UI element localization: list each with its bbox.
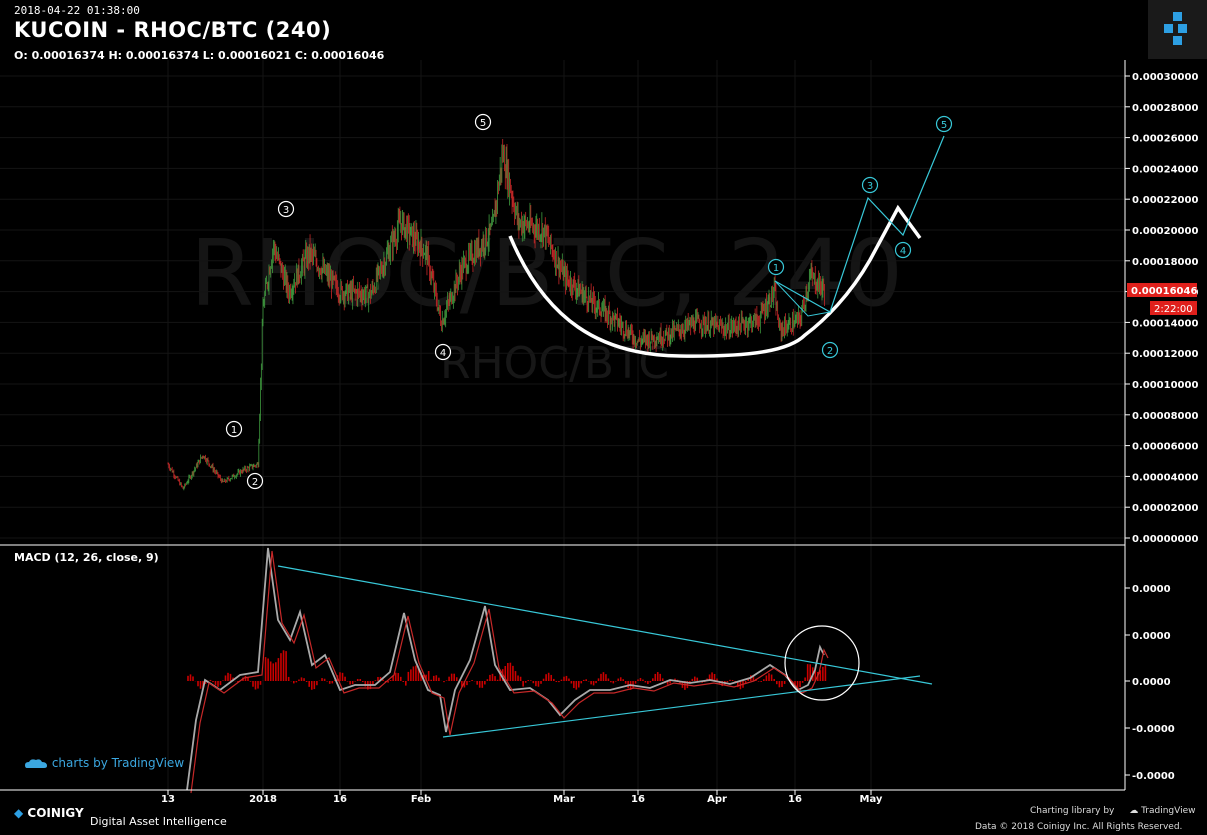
watermark-small: RHOC/BTC — [440, 338, 669, 389]
price-tick-label: 0.00004000 — [1132, 472, 1198, 483]
last-price-value: 0.00016046 — [1131, 286, 1197, 297]
time-tick-label: Apr — [707, 794, 727, 805]
white-wave-label: 4 — [440, 348, 446, 359]
tradingview-text: charts by TradingView — [51, 756, 185, 770]
price-tick-label: 0.00020000 — [1132, 226, 1198, 237]
charting-credit-text: Charting library by — [1030, 806, 1115, 816]
white-wave-label: 5 — [480, 118, 486, 129]
cyan-wave-labels: 1 2 3 4 5 — [767, 115, 953, 359]
time-tick-label: Feb — [411, 794, 431, 805]
time-axis: 13 2018 16 Feb Mar 16 Apr 16 May — [161, 790, 883, 805]
cyan-wave-label-circle — [821, 341, 839, 359]
price-tick-label: 0.00018000 — [1132, 257, 1198, 268]
price-tick-label: 0.00030000 — [1132, 72, 1198, 83]
coinigy-logo[interactable] — [1148, 0, 1207, 59]
copyright-notice: Data © 2018 Coinigy Inc. All Rights Rese… — [975, 822, 1183, 832]
cyan-wave-label: 2 — [827, 346, 833, 357]
price-tick-label: 0.00024000 — [1132, 164, 1198, 175]
price-tick-label: 0.00010000 — [1132, 380, 1198, 391]
time-tick-label: 13 — [161, 794, 175, 805]
white-wave-labels: 1 2 3 4 5 — [225, 113, 492, 490]
macd-panel — [186, 547, 829, 794]
countdown-tag — [1150, 301, 1197, 315]
macd-tick-label: 0.0000 — [1132, 677, 1171, 688]
cup-curve-drawing — [508, 204, 922, 358]
price-tick-label: 0.00008000 — [1132, 411, 1198, 422]
charting-cloud-icon: ☁ — [1129, 806, 1139, 816]
price-axis: 0.00030000 0.00028000 0.00026000 0.00024000… — [1125, 72, 1198, 545]
tradingview-attribution[interactable]: charts by TradingView — [24, 756, 184, 770]
macd-indicator-label[interactable]: MACD (12, 26, close, 9) — [14, 551, 159, 564]
price-tick-label: 0.00014000 — [1132, 318, 1198, 329]
cyan-wave-label-circle — [935, 115, 953, 133]
charting-brand-text: TradingView — [1141, 806, 1196, 816]
macd-axis: 0.0000 0.0000 0.0000 -0.0000 -0.0000 — [1125, 584, 1175, 782]
wave-retrace-line — [774, 280, 831, 317]
white-wave-label: 2 — [252, 477, 258, 488]
white-wave-label-circle — [474, 113, 492, 131]
cyan-wave-label: 5 — [941, 120, 947, 131]
macd-signal-line — [190, 550, 829, 794]
macd-tick-label: -0.0000 — [1132, 771, 1175, 782]
chart-title: KUCOIN - RHOC/BTC (240) — [14, 18, 332, 42]
time-tick-label: 16 — [333, 794, 347, 805]
timestamp: 2018-04-22 01:38:00 — [14, 4, 140, 17]
white-wave-label-circle — [277, 200, 295, 218]
charting-library-credit[interactable]: Charting library by ☁ TradingView — [1030, 806, 1196, 816]
price-tick-label: 0.00012000 — [1132, 349, 1198, 360]
coinigy-logo-icon — [1164, 12, 1187, 45]
white-wave-label-circle — [225, 420, 243, 438]
macd-tick-label: 0.0000 — [1132, 631, 1171, 642]
cyan-wave-label-circle — [861, 176, 879, 194]
price-tick-label: 0.00026000 — [1132, 134, 1198, 145]
white-wave-label-circle — [434, 343, 452, 361]
macd-upper-trendline — [277, 565, 933, 685]
price-tick-label: 0.00006000 — [1132, 442, 1198, 453]
countdown-value: 2:22:00 — [1154, 304, 1193, 315]
white-wave-label: 1 — [231, 425, 237, 436]
price-tick-label: 0.00028000 — [1132, 103, 1198, 114]
price-tick-label: 0.00002000 — [1132, 503, 1198, 514]
white-wave-label: 3 — [283, 205, 289, 216]
cyan-wave-label: 3 — [867, 181, 873, 192]
projected-wave-line — [774, 135, 945, 313]
time-tick-label: 16 — [631, 794, 645, 805]
cyan-wave-label: 1 — [773, 263, 779, 274]
price-tick-label: 0.00000000 — [1132, 534, 1198, 545]
white-wave-label-circle — [246, 472, 264, 490]
time-tick-label: 16 — [788, 794, 802, 805]
macd-tick-label: -0.0000 — [1132, 724, 1175, 735]
price-candles — [167, 138, 825, 491]
coinigy-brand: ◆ COINIGY — [14, 806, 84, 820]
last-price-tag — [1127, 283, 1197, 297]
grid — [0, 60, 1125, 790]
time-tick-label: 2018 — [249, 794, 277, 805]
macd-line — [186, 547, 825, 791]
time-tick-label: May — [860, 794, 883, 805]
cyan-wave-label: 4 — [900, 246, 906, 257]
ohlc-readout: O: 0.00016374 H: 0.00016374 L: 0.0001602… — [14, 49, 385, 62]
coinigy-name: COINIGY — [27, 806, 84, 820]
coinigy-tagline: Digital Asset Intelligence — [90, 815, 227, 828]
macd-highlight-circle — [784, 625, 860, 701]
macd-lower-trendline — [442, 675, 921, 738]
cyan-wave-label-circle — [767, 258, 785, 276]
price-tick-label: 0.00022000 — [1132, 195, 1198, 206]
macd-tick-label: 0.0000 — [1132, 584, 1171, 595]
tradingview-cloud-icon — [25, 758, 47, 768]
cyan-wave-label-circle — [894, 241, 912, 259]
coinigy-mark-icon: ◆ — [14, 806, 24, 820]
time-tick-label: Mar — [553, 794, 575, 805]
